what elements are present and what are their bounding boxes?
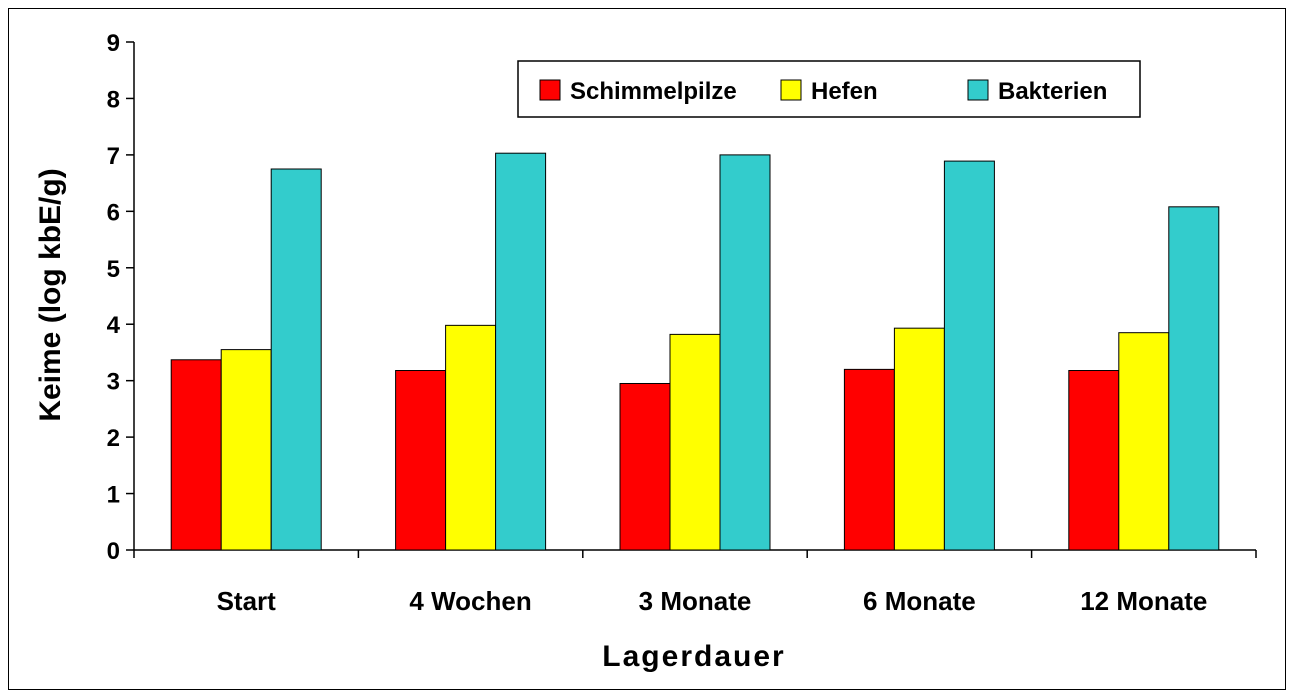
- y-tick-label: 9: [107, 30, 120, 57]
- bar-schimmelpilze-2: [619, 382, 671, 551]
- legend: Schimmelpilze Hefen Bakterien: [517, 60, 1141, 118]
- legend-label: Hefen: [811, 78, 878, 105]
- bar-bakterien-2: [719, 154, 771, 551]
- x-axis-title: Lagerdauer: [602, 640, 785, 673]
- bar-hefen-3: [893, 327, 945, 551]
- bar-schimmelpilze-4: [1068, 370, 1120, 551]
- bar-schimmelpilze-3: [843, 368, 895, 551]
- y-tick-label: 3: [107, 369, 120, 396]
- y-tick-label: 4: [107, 312, 121, 339]
- bar-hefen-0: [220, 349, 272, 551]
- bar-bakterien-1: [495, 152, 547, 551]
- y-tick-label: 8: [107, 86, 120, 113]
- legend-swatch: [539, 79, 561, 101]
- legend-box: [517, 60, 1141, 118]
- bar-hefen-4: [1118, 332, 1170, 551]
- x-tick-labels: Start 4 Wochen 3 Monate 6 Monate 12 Monate: [217, 586, 1208, 616]
- y-axis-title: Keime (log kbE/g): [34, 168, 67, 421]
- x-tick-label: Start: [217, 586, 277, 616]
- x-axis: [133, 549, 1257, 558]
- bar-hefen-2: [669, 333, 721, 551]
- x-tick-label: 12 Monate: [1080, 586, 1207, 616]
- bar-bakterien-0: [270, 168, 322, 551]
- legend-label: Bakterien: [998, 78, 1107, 105]
- y-tick-label: 5: [107, 256, 120, 283]
- legend-swatch: [967, 79, 989, 101]
- y-tick-label: 1: [107, 482, 120, 509]
- y-axis: 0 1 2 3 4 5 6 7 8 9: [107, 30, 135, 565]
- bar-bakterien-4: [1168, 206, 1220, 551]
- y-tick-label: 7: [107, 143, 120, 170]
- y-tick-label: 0: [107, 538, 120, 565]
- y-tick-label: 6: [107, 199, 120, 226]
- bar-hefen-1: [445, 324, 497, 551]
- legend-label: Schimmelpilze: [570, 78, 737, 105]
- bar-bakterien-3: [943, 160, 995, 551]
- bar-schimmelpilze-0: [170, 359, 222, 551]
- bar-schimmelpilze-1: [395, 370, 447, 551]
- x-tick-label: 3 Monate: [639, 586, 752, 616]
- legend-swatch: [780, 79, 802, 101]
- y-tick-label: 2: [107, 425, 120, 452]
- bars: [170, 152, 1220, 551]
- x-tick-label: 6 Monate: [863, 586, 976, 616]
- chart-frame: [8, 8, 1286, 690]
- x-tick-label: 4 Wochen: [409, 586, 531, 616]
